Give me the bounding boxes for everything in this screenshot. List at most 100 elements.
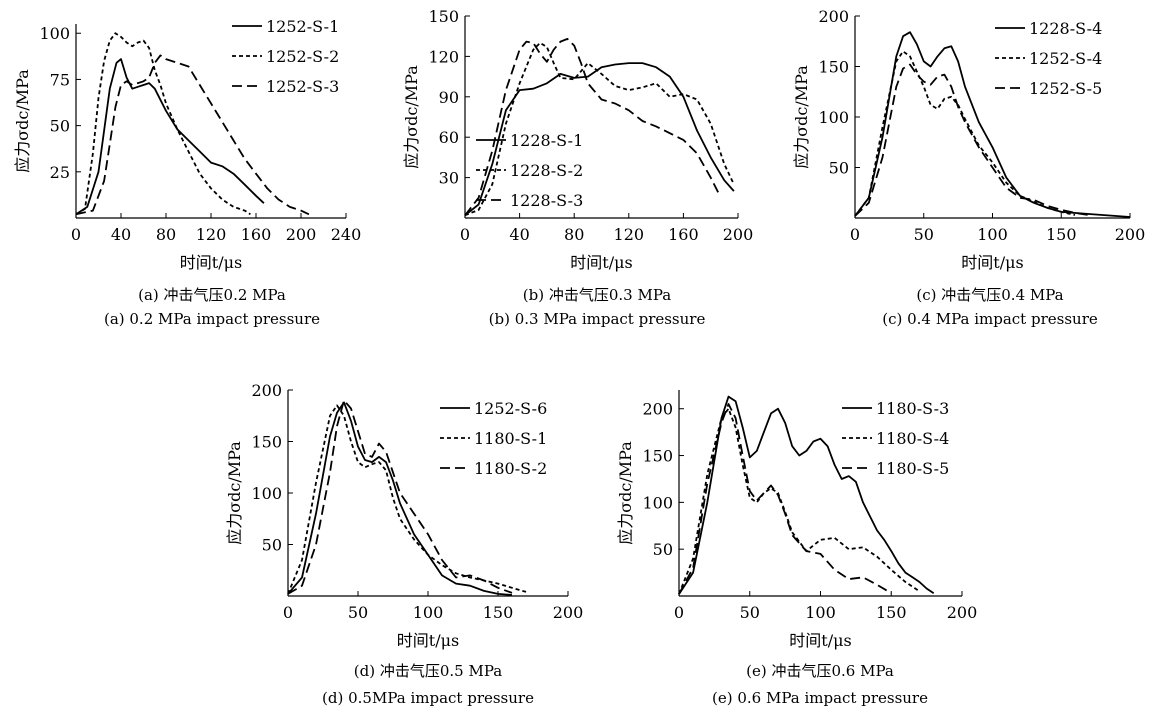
legend: 1180-S-3 1180-S-4 1180-S-5 <box>842 399 949 478</box>
legend-label: 1180-S-2 <box>474 459 547 478</box>
legend-label: 1252-S-3 <box>266 77 339 96</box>
x-tick-label: 0 <box>674 603 684 622</box>
x-tick-label: 80 <box>564 225 584 244</box>
legend-label: 1180-S-5 <box>876 459 949 478</box>
series-line-1252-S-6 <box>287 401 513 596</box>
y-tick-label: 60 <box>439 128 459 147</box>
x-tick-label: 50 <box>348 603 368 622</box>
legend-label: 1228-S-4 <box>1029 19 1102 38</box>
x-tick-label: 50 <box>740 603 760 622</box>
legend-label: 1252-S-1 <box>266 17 339 36</box>
y-axis-label: 应力σdc/MPa <box>13 69 32 173</box>
y-tick-label: 50 <box>262 536 282 555</box>
caption-chinese: (c) 冲击气压0.4 MPa <box>916 286 1063 304</box>
y-axis-label: 应力σdc/MPa <box>402 65 421 169</box>
x-tick-label: 100 <box>977 225 1008 244</box>
y-tick-label: 50 <box>50 117 70 136</box>
x-axis-label: 时间t/μs <box>570 253 632 272</box>
x-tick-label: 200 <box>947 603 978 622</box>
y-tick-label: 25 <box>50 163 70 182</box>
x-tick-label: 240 <box>331 225 362 244</box>
legend-label: 1228-S-2 <box>510 161 583 180</box>
x-tick-label: 40 <box>111 225 131 244</box>
x-tick-label: 200 <box>286 225 317 244</box>
x-tick-label: 50 <box>914 225 934 244</box>
chart-panel-2: 0 40 80 120 160 200 30 60 90 120 150 时间t/μs 应力σdc/MP… <box>402 7 753 328</box>
x-tick-label: 150 <box>1046 225 1077 244</box>
y-tick-label: 90 <box>439 88 459 107</box>
caption-chinese: (b) 冲击气压0.3 MPa <box>523 286 671 304</box>
y-axis-label: 应力σdc/MPa <box>616 441 635 545</box>
y-tick-label: 120 <box>428 47 459 66</box>
x-tick-label: 160 <box>241 225 272 244</box>
x-axis-label: 时间t/μs <box>789 631 851 650</box>
x-tick-label: 120 <box>614 225 645 244</box>
y-axis-label: 应力σdc/MPa <box>225 441 244 545</box>
y-tick-label: 150 <box>428 7 459 26</box>
x-tick-label: 40 <box>509 225 529 244</box>
chart-panel-1: 0 40 80 120 160 200 240 25 50 75 100 时间t/μs 应力σdc/MP… <box>13 17 361 328</box>
y-tick-label: 100 <box>39 24 70 43</box>
x-tick-label: 200 <box>553 603 584 622</box>
y-tick-label: 200 <box>642 400 673 419</box>
x-tick-label: 80 <box>156 225 176 244</box>
series-line-1252-S-4 <box>854 50 1076 217</box>
caption-english: (c) 0.4 MPa impact pressure <box>882 310 1098 328</box>
series-line-1252-S-3 <box>75 54 310 216</box>
x-tick-label: 150 <box>483 603 514 622</box>
y-tick-label: 150 <box>818 58 849 77</box>
caption-english: (d) 0.5MPa impact pressure <box>322 689 534 707</box>
legend-label: 1252-S-5 <box>1029 79 1102 98</box>
legend: 1252-S-6 1180-S-1 1180-S-2 <box>440 399 547 478</box>
x-tick-label: 200 <box>1115 225 1146 244</box>
y-tick-label: 50 <box>829 159 849 178</box>
legend: 1252-S-1 1252-S-2 1252-S-3 <box>232 17 339 96</box>
legend-label: 1180-S-3 <box>876 399 949 418</box>
caption-chinese: (a) 冲击气压0.2 MPa <box>138 286 286 304</box>
series-line-1252-S-1 <box>75 58 265 216</box>
legend-label: 1180-S-1 <box>474 429 547 448</box>
caption-english: (e) 0.6 MPa impact pressure <box>712 689 928 707</box>
x-tick-label: 200 <box>723 225 754 244</box>
y-tick-label: 100 <box>818 108 849 127</box>
caption-english: (a) 0.2 MPa impact pressure <box>104 310 320 328</box>
series-line-1180-S-1 <box>287 404 527 595</box>
y-tick-label: 200 <box>251 381 282 400</box>
y-tick-label: 50 <box>653 540 673 559</box>
legend-label: 1252-S-2 <box>266 47 339 66</box>
chart-panel-4: 0 50 100 150 200 50 100 150 200 时间t/μs 应力σdc/MPa 12… <box>225 381 583 707</box>
y-tick-label: 100 <box>251 484 282 503</box>
caption-chinese: (e) 冲击气压0.6 MPa <box>746 662 894 680</box>
caption-english: (b) 0.3 MPa impact pressure <box>489 310 706 328</box>
x-axis-label: 时间t/μs <box>180 253 242 272</box>
x-tick-label: 0 <box>460 225 470 244</box>
legend-label: 1252-S-6 <box>474 399 547 418</box>
series-line-1180-S-3 <box>678 395 935 595</box>
chart-panel-5: 0 50 100 150 200 50 100 150 200 时间t/μs 应力σdc/MPa 11… <box>616 390 977 707</box>
x-tick-label: 150 <box>876 603 907 622</box>
y-tick-label: 200 <box>818 7 849 26</box>
y-tick-label: 30 <box>439 169 459 188</box>
x-tick-label: 0 <box>850 225 860 244</box>
legend-label: 1228-S-1 <box>510 131 583 150</box>
y-axis-label: 应力σdc/MPa <box>792 65 811 169</box>
legend-label: 1228-S-3 <box>510 191 583 210</box>
legend: 1228-S-4 1252-S-4 1252-S-5 <box>995 19 1102 98</box>
y-tick-label: 150 <box>642 447 673 466</box>
series-line-1228-S-3 <box>464 38 720 216</box>
series-line-1180-S-5 <box>678 403 892 595</box>
x-tick-label: 100 <box>413 603 444 622</box>
x-tick-label: 120 <box>196 225 227 244</box>
legend-label: 1180-S-4 <box>876 429 949 448</box>
y-tick-label: 150 <box>251 433 282 452</box>
x-tick-label: 0 <box>283 603 293 622</box>
legend-label: 1252-S-4 <box>1029 49 1102 68</box>
series-line-1228-S-2 <box>464 42 735 217</box>
y-tick-label: 75 <box>50 70 70 89</box>
x-tick-label: 0 <box>71 225 81 244</box>
chart-panel-3: 0 50 100 150 200 50 100 150 200 时间t/μs 应力σdc/MPa 12… <box>792 7 1145 328</box>
y-tick-label: 100 <box>642 493 673 512</box>
series-line-1228-S-1 <box>464 62 735 217</box>
x-axis-label: 时间t/μs <box>397 631 459 650</box>
